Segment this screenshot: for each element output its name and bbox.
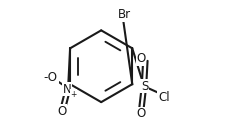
Text: O: O <box>57 105 66 118</box>
Text: N: N <box>63 83 71 95</box>
Text: Cl: Cl <box>158 91 169 104</box>
Text: -O: -O <box>44 71 57 84</box>
Text: Br: Br <box>117 8 130 21</box>
Text: O: O <box>136 52 145 65</box>
Text: O: O <box>136 107 145 120</box>
Text: S: S <box>140 80 148 93</box>
Text: +: + <box>70 90 76 99</box>
